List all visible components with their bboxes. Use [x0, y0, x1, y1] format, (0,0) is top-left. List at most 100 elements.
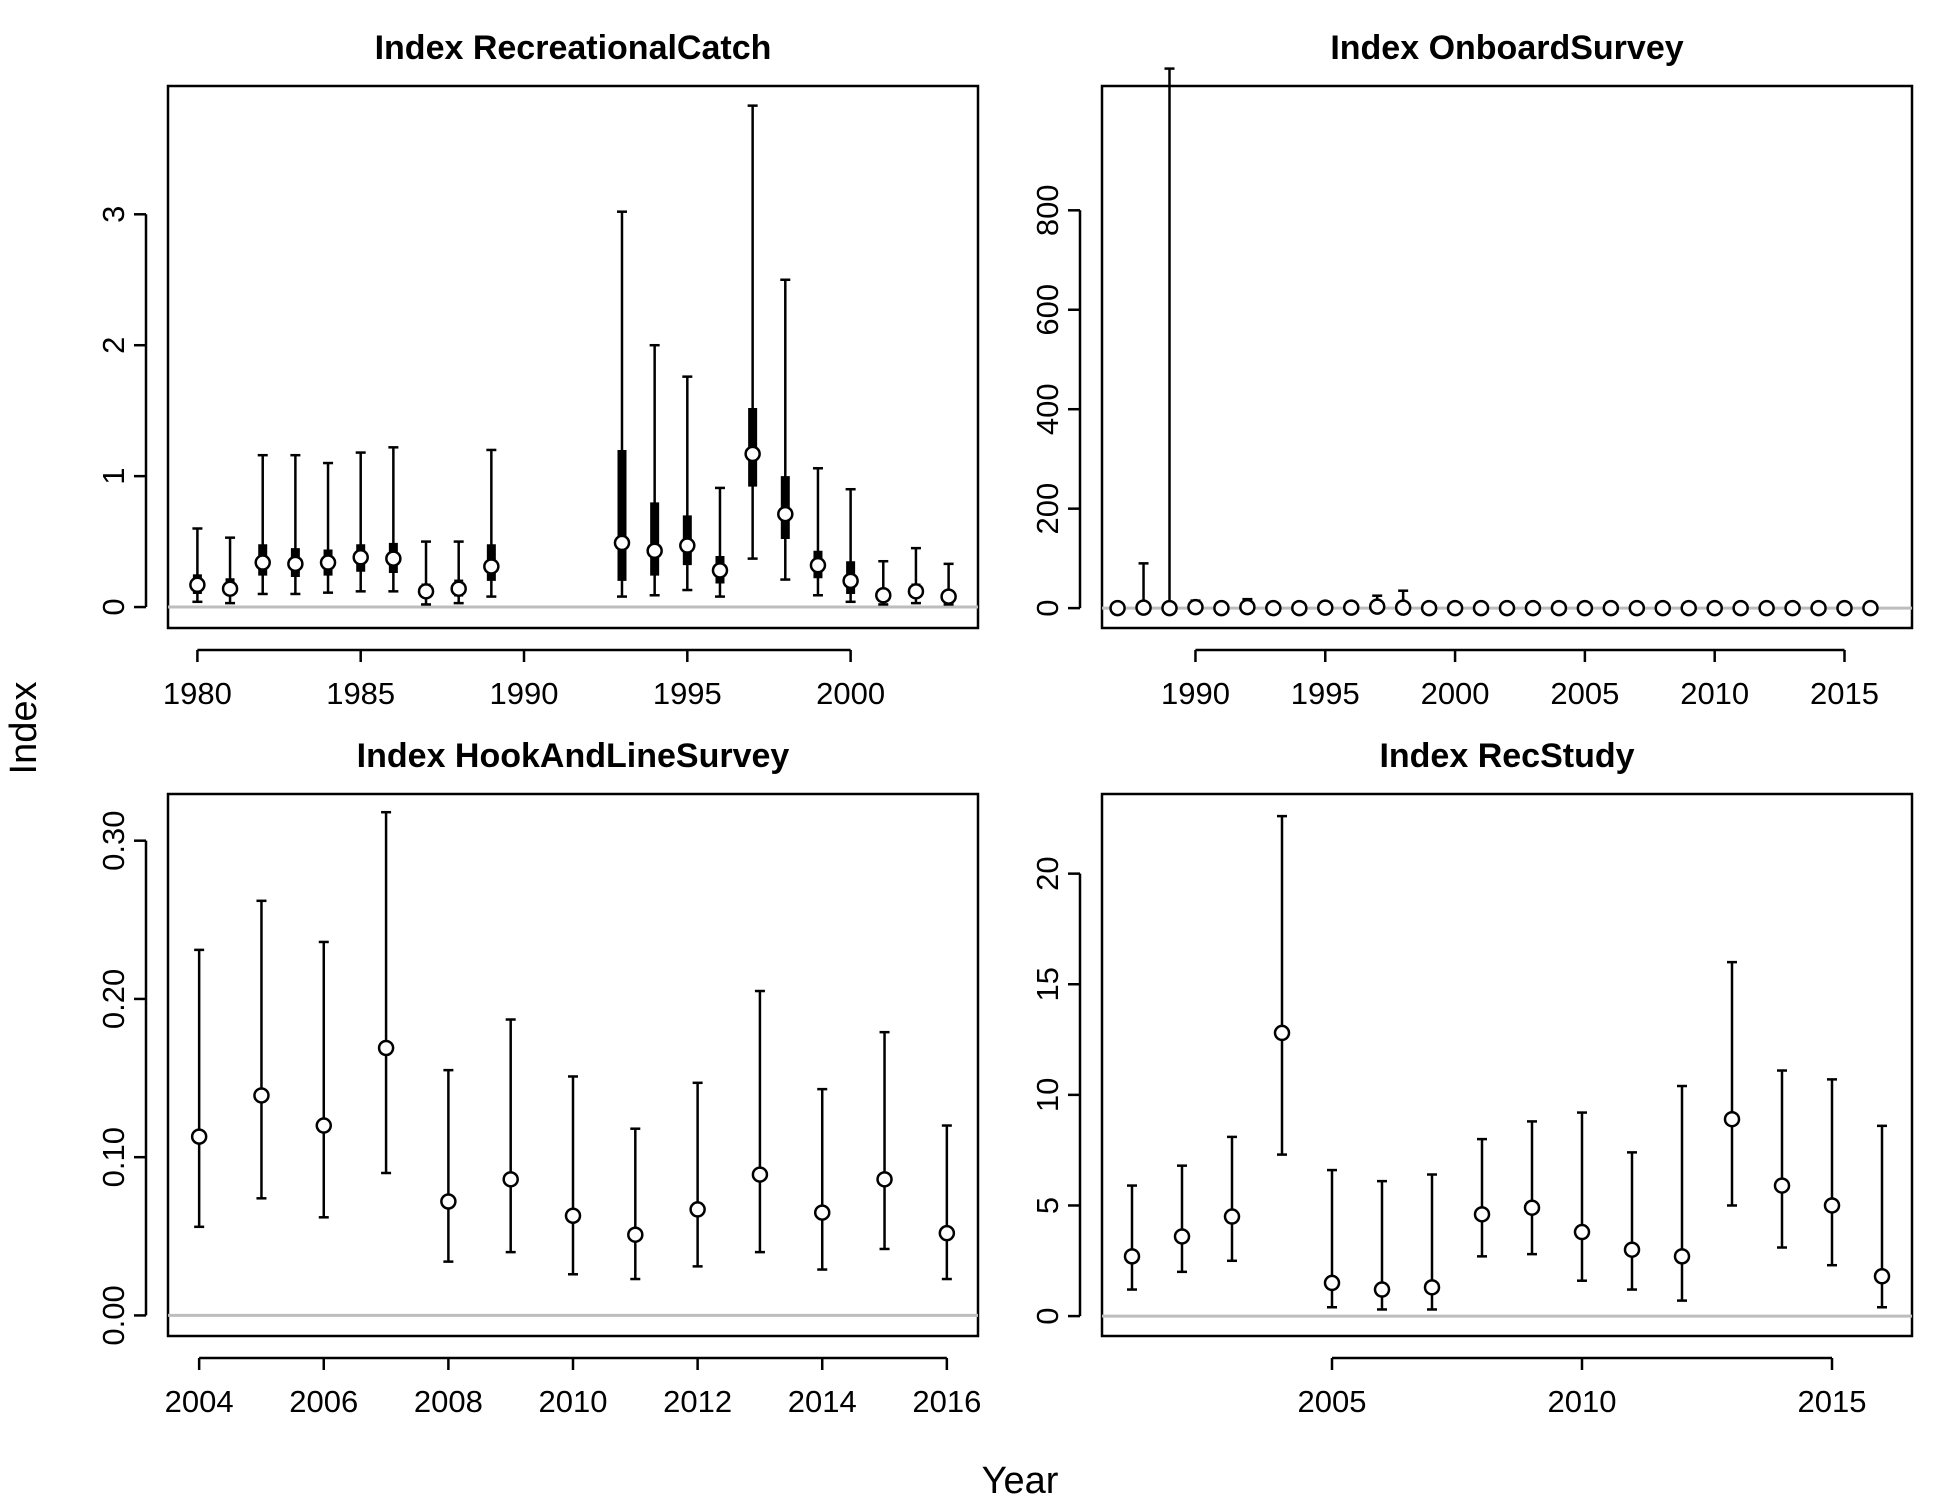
data-point: [842, 572, 859, 590]
data-point: [1758, 599, 1775, 617]
data-point: [1784, 599, 1801, 617]
data-point: [1773, 1177, 1791, 1194]
data-point: [1423, 1279, 1441, 1296]
data-point: [1173, 1228, 1191, 1245]
data-point: [189, 576, 206, 594]
data-point: [777, 505, 794, 523]
y-tick-label: 800: [1030, 184, 1065, 236]
y-tick-label: 2: [96, 337, 131, 354]
y-tick-label: 600: [1030, 284, 1065, 336]
panel-title: Index HookAndLineSurvey: [357, 737, 790, 775]
data-point: [1446, 599, 1464, 617]
data-point: [1368, 598, 1386, 615]
data-point: [1223, 1208, 1241, 1225]
x-tick-label: 2014: [788, 1384, 857, 1419]
data-point: [1473, 1206, 1491, 1223]
panel-1: Index RecreationalCatch 1980 1985 1990 1995 2…: [96, 29, 980, 711]
x-tick-label: 2015: [1798, 1384, 1867, 1419]
data-point: [1873, 1268, 1891, 1285]
y-tick-label: 15: [1030, 967, 1065, 1001]
panel-4: Index RecStudy 2005 2010 2015 0 5 10 15 20: [1030, 737, 1914, 1419]
data-point: [1723, 1110, 1741, 1128]
data-point: [1810, 599, 1827, 617]
data-point: [1213, 599, 1230, 617]
x-tick-label: 2000: [1421, 676, 1490, 711]
y-tick-label: 0: [1030, 1307, 1065, 1324]
data-point: [440, 1193, 457, 1210]
data-point: [1654, 599, 1672, 617]
data-point: [1576, 599, 1594, 617]
data-point: [1680, 599, 1697, 617]
data-point: [751, 1166, 769, 1183]
data-point: [1135, 599, 1152, 616]
data-point: [1394, 599, 1412, 616]
y-tick-label: 0.20: [96, 969, 131, 1029]
x-tick-label: 2005: [1550, 676, 1619, 711]
data-point: [1836, 599, 1853, 617]
data-point: [253, 1087, 270, 1104]
x-tick-label: 2012: [663, 1384, 732, 1419]
data-point: [689, 1201, 706, 1218]
data-point: [319, 554, 337, 571]
data-point: [352, 549, 369, 566]
data-point: [221, 580, 239, 597]
plot-frame: [166, 84, 980, 630]
data-point: [1673, 1248, 1691, 1265]
x-tick-label: 2016: [912, 1384, 981, 1419]
data-point: [679, 537, 696, 554]
y-tick-label: 400: [1030, 383, 1065, 435]
data-point: [450, 580, 467, 597]
data-point: [1123, 1248, 1141, 1265]
data-point: [1161, 599, 1178, 617]
data-point: [809, 556, 827, 574]
data-point: [1524, 599, 1542, 617]
data-point: [377, 1039, 395, 1057]
y-tick-label: 200: [1030, 483, 1065, 535]
data-point: [1573, 1223, 1591, 1241]
panel-3: Index HookAndLineSurvey 2004 2006 2008 2010 2…: [96, 737, 981, 1419]
x-tick-label: 2008: [414, 1384, 483, 1419]
data-point: [1109, 599, 1126, 617]
data-point: [1317, 599, 1334, 616]
data-point: [907, 583, 925, 600]
data-point: [1323, 1274, 1341, 1292]
data-point: [744, 445, 761, 463]
data-point: [287, 555, 304, 573]
data-point: [502, 1171, 519, 1188]
y-tick-label: 10: [1030, 1078, 1065, 1112]
data-point: [1291, 599, 1308, 617]
y-tick-label: 0.10: [96, 1127, 131, 1187]
panel-title: Index OnboardSurvey: [1330, 29, 1683, 67]
data-point: [1523, 1199, 1541, 1216]
x-tick-label: 2005: [1298, 1384, 1367, 1419]
plot-frame: [1100, 84, 1914, 630]
x-tick-label: 2004: [165, 1384, 234, 1419]
data-point: [876, 1171, 893, 1188]
data-point: [1628, 599, 1646, 617]
data-point: [190, 1128, 208, 1145]
data-point: [1732, 599, 1749, 617]
data-point: [1420, 599, 1438, 617]
y-tick-label: 0.00: [96, 1285, 131, 1345]
data-point: [315, 1117, 333, 1134]
y-tick-label: 3: [96, 206, 131, 223]
data-point: [1342, 599, 1360, 616]
x-tick-label: 2015: [1810, 676, 1879, 711]
figure-xlabel: Year: [982, 1460, 1059, 1500]
y-tick-label: 5: [1030, 1197, 1065, 1214]
y-tick-label: 20: [1030, 856, 1065, 890]
x-tick-label: 1985: [326, 676, 395, 711]
data-point: [483, 558, 500, 575]
data-point: [627, 1226, 644, 1243]
x-tick-label: 2006: [289, 1384, 358, 1419]
x-tick-label: 2010: [539, 1384, 608, 1419]
data-point: [1265, 599, 1282, 617]
x-tick-label: 1995: [653, 676, 722, 711]
plot-frame: [166, 792, 980, 1338]
data-point: [813, 1204, 831, 1221]
data-point: [385, 550, 402, 567]
data-point: [1498, 599, 1516, 617]
y-tick-label: 0: [1030, 599, 1065, 616]
